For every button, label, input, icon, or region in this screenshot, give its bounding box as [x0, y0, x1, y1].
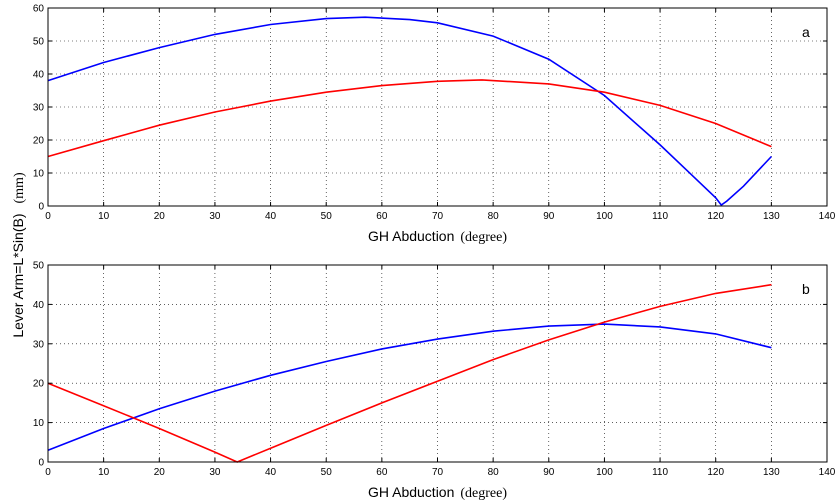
- x-tick-label: 10: [98, 467, 110, 478]
- x-tick-label: 120: [707, 467, 724, 478]
- x-tick-label: 90: [543, 211, 555, 222]
- y-tick-label: 20: [33, 136, 45, 147]
- x-axis-label: GH Abduction (degree): [368, 484, 507, 501]
- series-line-0: [47, 323, 772, 451]
- y-axis-label: Lever Arm=L*Sin(B) (mm): [10, 172, 27, 338]
- x-tick-label: 100: [596, 467, 613, 478]
- x-axis-label-main: GH Abduction: [368, 228, 454, 244]
- x-tick-label: 50: [321, 211, 333, 222]
- y-tick-label: 50: [33, 37, 45, 48]
- x-axis-label-unit: (degree): [460, 230, 507, 245]
- y-tick-label: 10: [33, 418, 45, 429]
- x-axis-label-main: GH Abduction: [368, 484, 454, 500]
- x-tick-label: 60: [376, 467, 388, 478]
- x-tick-label: 50: [321, 467, 333, 478]
- y-tick-label: 0: [38, 202, 44, 213]
- x-tick-label: 100: [596, 211, 613, 222]
- x-tick-label: 80: [488, 211, 500, 222]
- panel-label: a: [802, 24, 810, 40]
- y-tick-label: 0: [38, 458, 44, 469]
- x-tick-label: 140: [819, 467, 836, 478]
- x-tick-label: 140: [819, 211, 836, 222]
- x-tick-label: 80: [488, 467, 500, 478]
- x-tick-label: 0: [45, 211, 51, 222]
- y-axis-label-unit: (mm): [12, 172, 27, 203]
- x-tick-label: 0: [45, 467, 51, 478]
- series-line-1: [47, 79, 772, 158]
- x-tick-label: 10: [98, 211, 110, 222]
- x-tick-label: 120: [707, 211, 724, 222]
- y-tick-label: 40: [33, 300, 45, 311]
- y-tick-label: 40: [33, 70, 45, 81]
- y-tick-label: 20: [33, 379, 45, 390]
- y-tick-label: 30: [33, 339, 45, 350]
- y-tick-label: 30: [33, 103, 45, 114]
- y-axis-label-main: Lever Arm=L*Sin(B): [10, 214, 26, 338]
- series-line-1: [47, 283, 772, 463]
- x-tick-label: 30: [209, 211, 221, 222]
- panel-label: b: [802, 281, 810, 297]
- chart-panel-a: 0 10 20 30 40 50 60 70 80 90 100 110 120 130 140 0 10 20 3…: [33, 4, 836, 246]
- x-tick-label: 130: [763, 467, 780, 478]
- x-tick-label: 40: [265, 211, 277, 222]
- x-tick-label: 30: [209, 467, 221, 478]
- x-tick-label: 20: [154, 467, 166, 478]
- x-tick-label: 90: [543, 467, 555, 478]
- x-tick-label: 40: [265, 467, 277, 478]
- x-axis-label-unit: (degree): [460, 486, 507, 501]
- x-tick-label: 60: [376, 211, 388, 222]
- x-tick-label: 70: [432, 211, 444, 222]
- x-tick-label: 110: [652, 211, 668, 222]
- y-tick-label: 10: [33, 169, 45, 180]
- x-tick-label: 20: [154, 211, 166, 222]
- x-tick-label: 130: [763, 211, 780, 222]
- series-line-0: [47, 16, 772, 207]
- x-axis-label: GH Abduction (degree): [368, 228, 507, 245]
- y-tick-label: 60: [33, 4, 45, 15]
- y-tick-label: 50: [33, 261, 45, 272]
- chart-panel-b: 0 10 20 30 40 50 60 70 80 90 100 110 120 130 140 0 10 20 3…: [33, 261, 836, 502]
- x-tick-label: 110: [652, 467, 668, 478]
- x-tick-label: 70: [432, 467, 444, 478]
